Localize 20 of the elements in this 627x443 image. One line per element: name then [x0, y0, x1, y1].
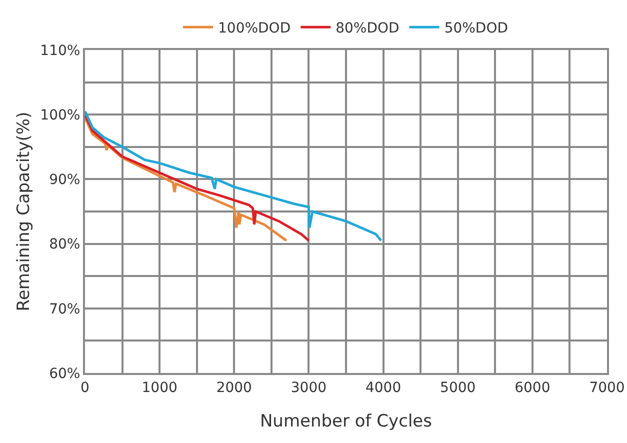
y-tick-label: 90%: [49, 172, 80, 188]
x-tick-label: 6000: [514, 380, 550, 396]
x-axis-title: Numenber of Cycles: [260, 412, 432, 432]
legend-label: 80%DOD: [336, 20, 400, 37]
legend-label: 50%DOD: [444, 20, 508, 37]
y-axis-title: Remaining Capacity(%): [14, 112, 34, 312]
y-tick-label: 80%: [49, 236, 80, 253]
x-tick-label: 2000: [216, 380, 252, 396]
y-tick-label: 100%: [40, 108, 80, 124]
x-tick-label: 3000: [290, 380, 327, 396]
y-tick-label: 70%: [49, 301, 80, 318]
line-series: [85, 110, 382, 242]
y-tick-label: 110%: [40, 42, 80, 59]
x-tick-label: 1000: [142, 380, 178, 396]
x-tick-label: 0: [80, 380, 90, 396]
y-tick-label: 60%: [49, 366, 80, 382]
x-tick-label: 5000: [440, 380, 476, 396]
x-tick-label: 4000: [365, 380, 402, 396]
x-tick-label: 7000: [589, 380, 625, 396]
legend-label: 100%DOD: [218, 20, 291, 37]
